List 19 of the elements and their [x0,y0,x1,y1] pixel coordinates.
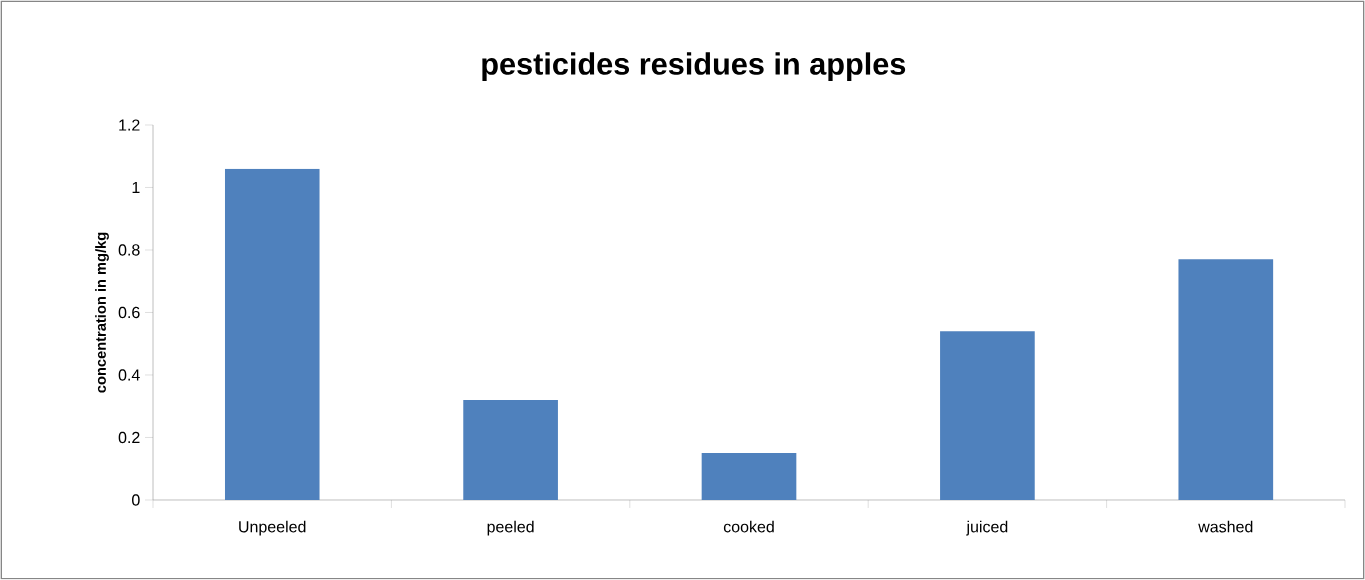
y-tick-label: 1.2 [119,119,140,131]
y-tick-label: 0.8 [118,244,140,256]
bar [940,331,1035,500]
y-tick-label: 1 [132,181,140,193]
x-tick-label: washed [1198,520,1253,533]
bar [1178,259,1274,500]
bar [463,399,558,500]
y-tick-label: 0 [132,494,140,506]
x-tick-label: peeled [487,520,534,536]
x-tick-label: juiced [966,520,1008,536]
x-tick-label: cooked [723,520,774,533]
y-axis-title: concentration in mg/kg [95,232,109,393]
y-tick-label: 0.2 [118,431,140,444]
y-tick-label: 0.6 [118,306,140,319]
y-tick-label: 0.4 [118,369,140,381]
bar [701,453,797,500]
x-tick-label: Unpeeled [239,520,306,536]
bar [224,168,320,500]
chart-title: pesticides residues in apples [482,52,906,81]
